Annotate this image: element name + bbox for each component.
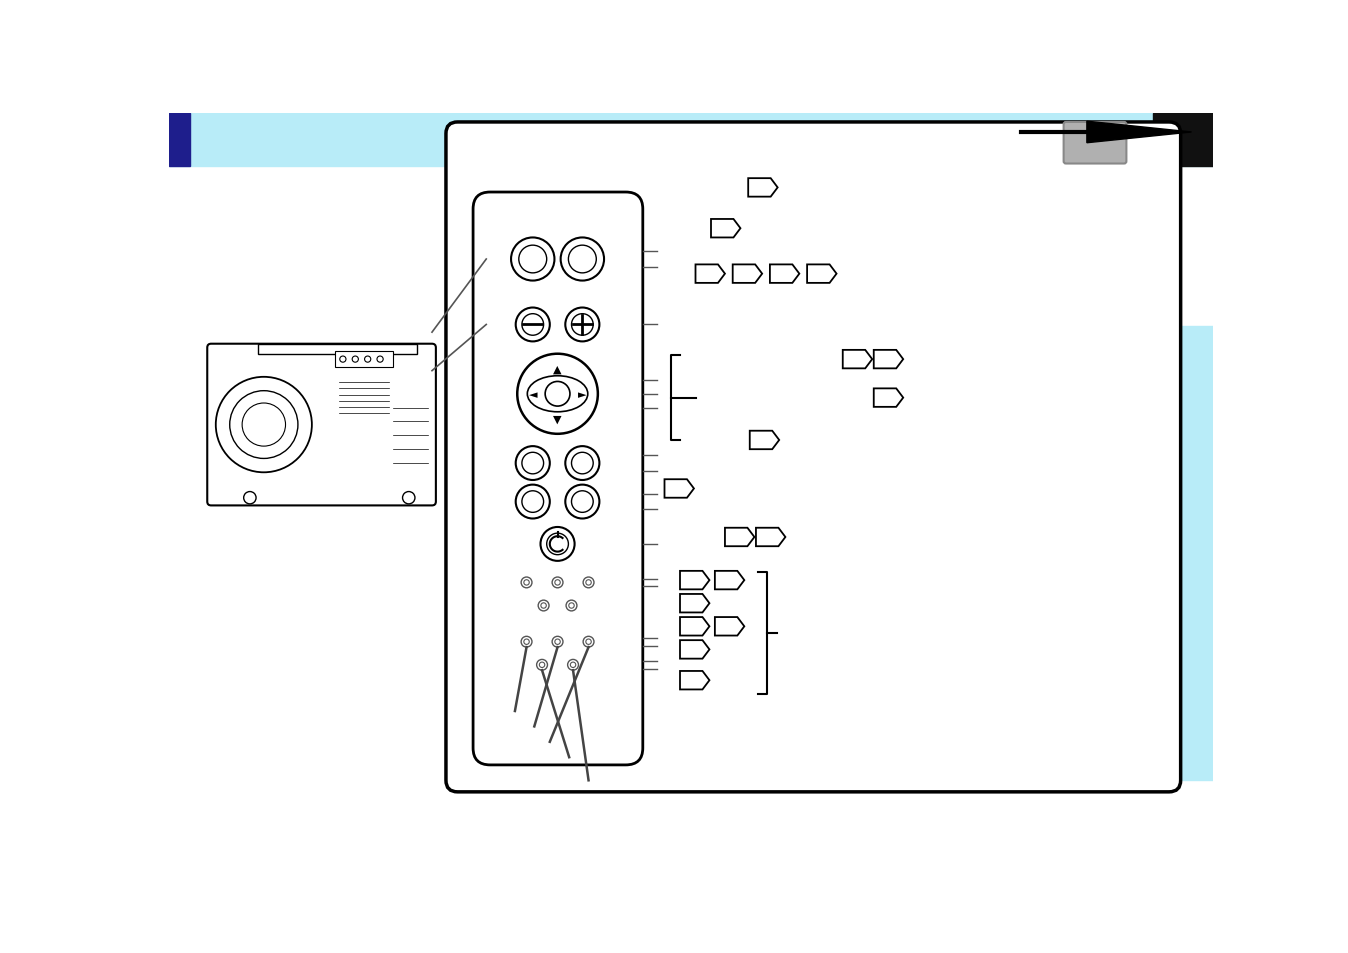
Circle shape (570, 662, 576, 668)
Polygon shape (679, 595, 709, 613)
Circle shape (538, 600, 549, 611)
Bar (336, 352, 394, 368)
Circle shape (565, 308, 600, 342)
Polygon shape (679, 640, 709, 659)
Circle shape (522, 453, 543, 475)
Circle shape (572, 314, 593, 335)
Circle shape (522, 491, 543, 513)
Circle shape (340, 356, 346, 363)
Circle shape (584, 578, 594, 588)
Circle shape (244, 492, 256, 504)
Polygon shape (874, 351, 903, 369)
Circle shape (566, 600, 577, 611)
Circle shape (518, 355, 599, 435)
Circle shape (522, 578, 532, 588)
Circle shape (403, 492, 415, 504)
Circle shape (516, 485, 550, 519)
Text: ►: ► (578, 390, 586, 399)
FancyBboxPatch shape (446, 123, 1181, 792)
Circle shape (584, 637, 594, 647)
Circle shape (511, 238, 554, 281)
Polygon shape (710, 220, 740, 238)
Polygon shape (1086, 122, 1192, 144)
Circle shape (586, 580, 592, 585)
Circle shape (561, 238, 604, 281)
FancyBboxPatch shape (473, 193, 643, 765)
Polygon shape (725, 528, 755, 547)
Circle shape (364, 356, 371, 363)
Bar (257, 345, 417, 355)
Circle shape (352, 356, 359, 363)
Polygon shape (807, 265, 837, 284)
Polygon shape (696, 265, 725, 284)
Bar (168, 114, 190, 167)
Circle shape (522, 637, 532, 647)
Circle shape (569, 603, 574, 609)
Circle shape (541, 603, 546, 609)
Circle shape (516, 447, 550, 480)
Circle shape (377, 356, 383, 363)
Circle shape (553, 637, 563, 647)
Circle shape (569, 246, 596, 274)
Circle shape (524, 639, 530, 645)
Text: ◄: ◄ (528, 390, 537, 399)
Circle shape (516, 308, 550, 342)
Circle shape (522, 314, 543, 335)
Circle shape (555, 580, 561, 585)
Polygon shape (665, 479, 694, 498)
Circle shape (541, 527, 574, 561)
Circle shape (572, 453, 593, 475)
FancyBboxPatch shape (208, 344, 435, 506)
Circle shape (216, 377, 311, 473)
Polygon shape (770, 265, 799, 284)
Circle shape (539, 662, 545, 668)
Circle shape (524, 580, 530, 585)
Polygon shape (733, 265, 762, 284)
Circle shape (229, 392, 298, 459)
Bar (1153, 327, 1213, 781)
Polygon shape (714, 571, 744, 590)
Circle shape (555, 639, 561, 645)
Circle shape (519, 246, 547, 274)
Polygon shape (874, 389, 903, 408)
Text: ▲: ▲ (553, 365, 562, 375)
Circle shape (565, 485, 600, 519)
Text: ▼: ▼ (553, 414, 562, 424)
Bar (168, 114, 1213, 167)
Polygon shape (749, 432, 779, 450)
Circle shape (545, 382, 570, 407)
Circle shape (537, 659, 547, 671)
Bar (1153, 114, 1213, 167)
Polygon shape (756, 528, 786, 547)
Polygon shape (679, 571, 709, 590)
Polygon shape (679, 671, 709, 690)
Circle shape (586, 639, 592, 645)
Polygon shape (714, 618, 744, 636)
Polygon shape (679, 618, 709, 636)
Circle shape (547, 534, 569, 555)
Circle shape (553, 578, 563, 588)
Circle shape (568, 659, 578, 671)
Polygon shape (748, 179, 778, 197)
Circle shape (243, 403, 286, 447)
Circle shape (572, 491, 593, 513)
Circle shape (565, 447, 600, 480)
FancyBboxPatch shape (1064, 123, 1127, 164)
Ellipse shape (527, 376, 588, 413)
Polygon shape (842, 351, 872, 369)
